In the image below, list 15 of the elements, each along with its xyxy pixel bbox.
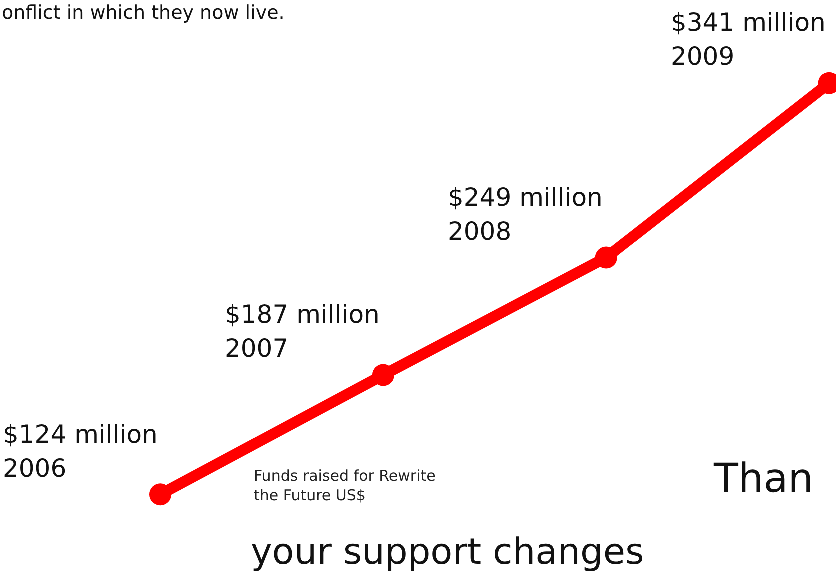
data-label: $249 million [448,183,603,212]
point [372,364,394,386]
point [595,246,618,269]
annotation: 2007 [225,334,289,363]
data-label: $124 million [3,420,158,449]
annotation: 2006 [3,454,67,483]
annotation: Than [713,456,814,502]
data-label: $341 million [671,8,826,37]
annotation: 2009 [671,42,735,71]
point [150,484,172,506]
data-label: $187 million [225,300,380,329]
annotation: your support changes [251,532,644,573]
annotation: onflict in which they now live. [2,2,285,24]
annotation: 2008 [448,217,512,246]
text: Funds raised for Rewrite the Future US$ [254,467,436,504]
